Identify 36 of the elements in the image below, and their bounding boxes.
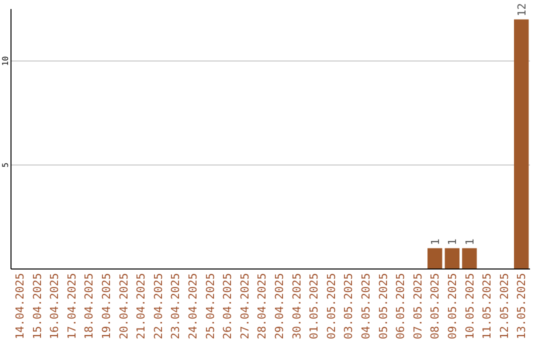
x-tick-label: 07.05.2025 <box>411 273 424 340</box>
x-tick-label: 18.04.2025 <box>82 273 96 340</box>
data-label: 12 <box>515 3 528 16</box>
x-tick-label: 13.05.2025 <box>515 273 528 340</box>
data-label: 1 <box>428 238 442 246</box>
x-tick-label: 30.04.2025 <box>290 273 304 340</box>
x-tick-label: 02.05.2025 <box>324 273 338 340</box>
x-tick-label: 25.04.2025 <box>204 273 217 340</box>
x-tick-label: 29.04.2025 <box>273 273 286 340</box>
x-tick-label: 19.04.2025 <box>100 273 113 340</box>
data-label: 1 <box>463 238 476 246</box>
x-tick-label: 21.04.2025 <box>134 273 148 340</box>
x-tick-label: 10.05.2025 <box>463 273 476 340</box>
x-tick-label: 26.04.2025 <box>221 273 234 340</box>
x-tick-label: 23.04.2025 <box>169 273 182 340</box>
x-tick-label: 06.05.2025 <box>394 273 408 340</box>
x-tick-label: 22.04.2025 <box>152 273 165 340</box>
x-tick-label: 05.05.2025 <box>376 273 390 340</box>
x-tick-label: 28.04.2025 <box>256 273 269 340</box>
x-tick-label: 08.05.2025 <box>428 273 442 340</box>
x-tick-label: 24.04.2025 <box>186 273 200 340</box>
x-tick-label: 04.05.2025 <box>360 273 372 340</box>
x-tick-label: 16.04.2025 <box>48 273 62 340</box>
x-tick-label: 09.05.2025 <box>446 273 459 340</box>
y-tick-label: 10 <box>1 56 10 66</box>
x-tick-label: 12.05.2025 <box>498 273 511 340</box>
x-tick-label: 03.05.2025 <box>342 273 356 340</box>
x-tick-label: 01.05.2025 <box>308 273 321 340</box>
x-tick-label: 15.04.2025 <box>30 273 44 340</box>
x-tick-label: 11.05.2025 <box>480 273 494 340</box>
x-tick-label: 14.04.2025 <box>14 273 26 340</box>
x-tick-label: 20.04.2025 <box>117 273 130 340</box>
x-tick-label: 27.04.2025 <box>238 273 252 340</box>
y-tick-label: 5 <box>1 162 10 168</box>
x-tick-label: 17.04.2025 <box>65 273 78 340</box>
data-label: 1 <box>446 238 460 246</box>
